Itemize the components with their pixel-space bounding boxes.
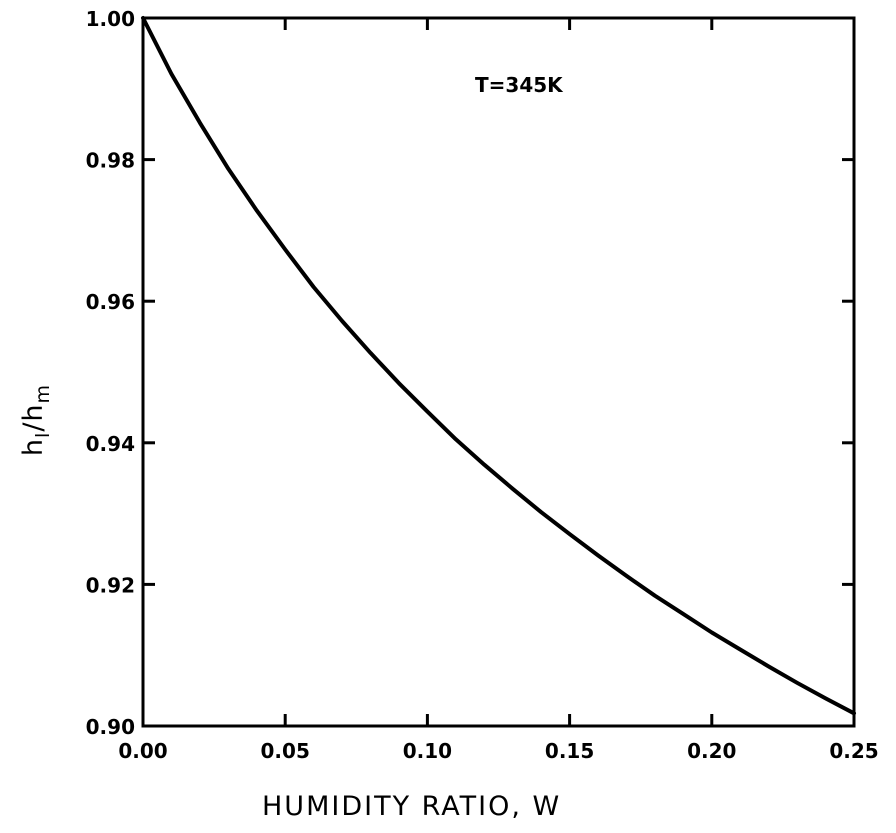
- y-axis-title-slash: /: [18, 422, 49, 432]
- x-tick-label: 0.15: [545, 739, 594, 763]
- y-ticks: 0.90 0.92 0.94 0.96 0.98 1.00: [86, 7, 854, 739]
- y-axis-title-h2: h: [18, 403, 49, 421]
- x-axis-title: HUMIDITY RATIO, W: [262, 791, 561, 822]
- y-axis-title-h: h: [18, 438, 49, 456]
- x-tick-label: 0.05: [261, 739, 310, 763]
- y-tick-label: 0.92: [86, 573, 135, 597]
- x-tick-label: 0.00: [118, 739, 167, 763]
- y-tick-label: 0.96: [86, 290, 135, 314]
- data-line: [141, 16, 856, 716]
- y-axis-title: hl/hm: [18, 384, 54, 456]
- y-axis-title-sub-m: m: [32, 384, 54, 404]
- temperature-annotation: T=345K: [475, 73, 564, 97]
- x-tick-label: 0.25: [829, 739, 878, 763]
- y-tick-label: 0.90: [86, 715, 135, 739]
- y-axis-title-sub-l: l: [32, 432, 54, 438]
- x-tick-label: 0.10: [403, 739, 452, 763]
- svg-text:hl/hm: hl/hm: [18, 384, 54, 456]
- y-tick-label: 0.94: [86, 432, 135, 456]
- y-tick-label: 0.98: [86, 149, 135, 173]
- x-tick-label: 0.20: [687, 739, 736, 763]
- y-tick-label: 1.00: [86, 7, 135, 31]
- x-ticks: 0.00 0.05 0.10 0.15 0.20 0.25: [118, 18, 879, 763]
- plot-frame: [141, 16, 856, 728]
